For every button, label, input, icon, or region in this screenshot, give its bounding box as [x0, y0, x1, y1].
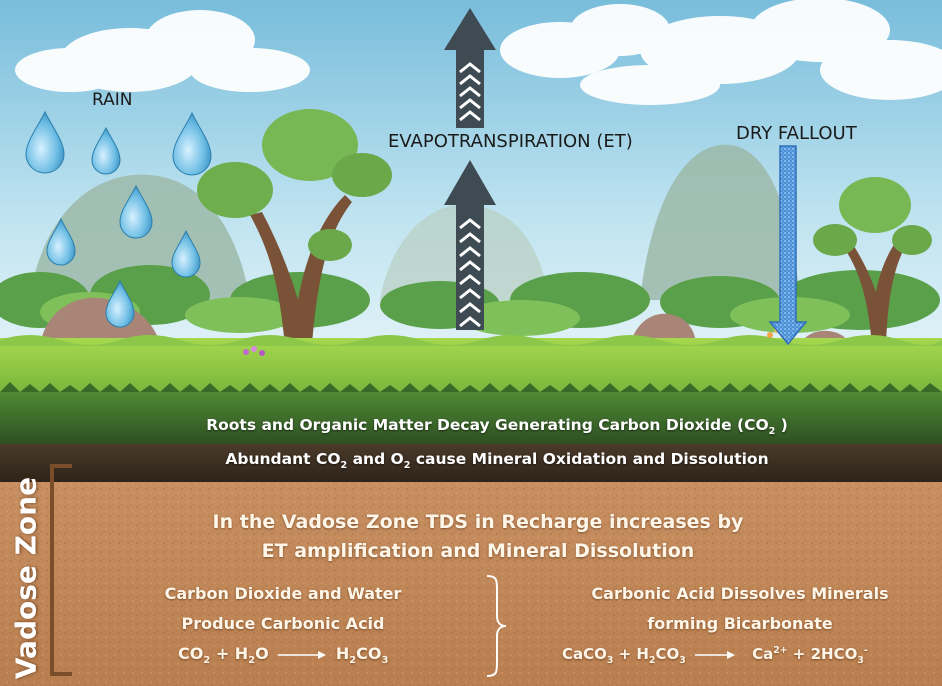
et-arrow-lower [444, 160, 496, 330]
left-text-2: Produce Carbonic Acid [181, 614, 385, 633]
raindrop-icon [119, 184, 153, 239]
left-equation: CO2 + H2O H2CO3 [178, 644, 389, 667]
surface-line-2: Abundant CO2 and O2 cause Mineral Oxidat… [225, 450, 769, 472]
right-text-2: forming Bicarbonate [647, 614, 833, 633]
soil-heading-1: In the Vadose Zone TDS in Recharge incre… [212, 511, 744, 533]
right-text-1: Carbonic Acid Dissolves Minerals [591, 584, 889, 603]
raindrop-icon [171, 229, 201, 278]
dry-fallout-arrow [768, 145, 808, 346]
evapotranspiration-label: EVAPOTRANSPIRATION (ET) [388, 131, 633, 152]
reaction-arrow-icon [694, 650, 735, 659]
raindrop-icon [91, 126, 121, 175]
raindrop-icon [172, 111, 212, 176]
right-equation: CaCO3 + H2CO3 Ca2+ + 2HCO3- [562, 645, 868, 666]
surface-line-1: Roots and Organic Matter Decay Generatin… [206, 416, 788, 438]
reaction-arrow-icon [278, 650, 327, 659]
rain-label: RAIN [92, 90, 133, 110]
dry-fallout-label: DRY FALLOUT [736, 123, 857, 144]
vadose-zone-label: Vadose Zone [9, 476, 43, 680]
et-arrow-upper [444, 8, 496, 128]
soil-heading-2: ET amplification and Mineral Dissolution [261, 540, 695, 562]
raindrop-icon [25, 110, 65, 174]
raindrops [25, 110, 212, 328]
raindrop-icon [105, 279, 135, 328]
left-text-1: Carbon Dioxide and Water [164, 584, 402, 603]
raindrop-icon [46, 217, 76, 266]
